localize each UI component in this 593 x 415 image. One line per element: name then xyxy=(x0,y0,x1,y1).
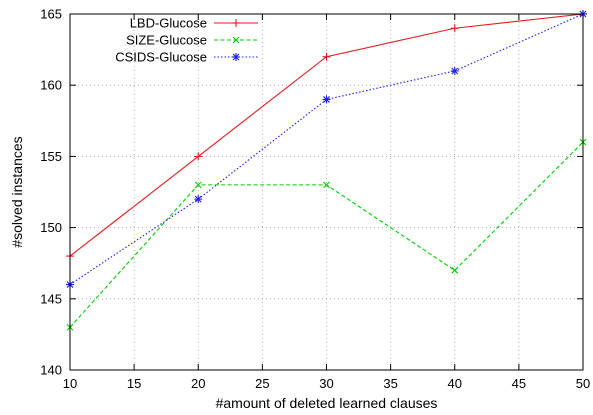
data-point-marker xyxy=(322,52,331,61)
x-tick-label: 20 xyxy=(191,376,205,391)
x-axis-title: #amount of deleted learned clauses xyxy=(216,395,438,411)
legend-swatch-marker xyxy=(232,19,240,27)
grid xyxy=(70,14,583,370)
legend-label: LBD-Glucose xyxy=(130,16,207,31)
axis-ticks: 10 15 20 25 30 35 40 45 50 140 145 150 155 160 165 xyxy=(40,7,590,392)
plot-frame xyxy=(69,13,584,371)
data-point-marker xyxy=(194,195,203,204)
legend: LBD-Glucose SIZE-Glucose CSIDS-Glucose xyxy=(115,16,258,65)
data-point-marker xyxy=(194,181,202,189)
plot-frame-border xyxy=(69,13,584,371)
y-axis-title: #solved instances xyxy=(9,136,25,247)
series-line-3 xyxy=(69,13,584,286)
y-tick-label: 150 xyxy=(40,220,62,235)
legend-swatch-marker xyxy=(232,53,240,61)
data-point-marker xyxy=(450,24,459,33)
x-tick-label: 50 xyxy=(576,376,590,391)
y-tick-label: 145 xyxy=(40,291,62,306)
x-tick-label: 35 xyxy=(383,376,397,391)
x-tick-label: 30 xyxy=(319,376,333,391)
series-lines xyxy=(66,10,587,331)
y-tick-label: 165 xyxy=(40,7,62,22)
legend-swatch-marker xyxy=(232,36,240,44)
y-tick-label: 160 xyxy=(40,78,62,93)
y-tick-label: 155 xyxy=(40,149,62,164)
data-point-marker xyxy=(322,95,331,104)
legend-label: CSIDS-Glucose xyxy=(115,50,207,65)
data-point-marker xyxy=(323,181,330,189)
y-tick-label: 140 xyxy=(40,363,62,378)
data-point-marker xyxy=(451,266,459,274)
x-tick-label: 15 xyxy=(127,376,141,391)
data-point-marker xyxy=(450,66,459,75)
x-tick-label: 40 xyxy=(448,376,462,391)
data-point-marker xyxy=(194,152,203,161)
x-tick-label: 25 xyxy=(255,376,269,391)
x-tick-label: 10 xyxy=(63,376,77,391)
legend-label: SIZE-Glucose xyxy=(126,33,207,48)
x-tick-label: 45 xyxy=(512,376,526,391)
